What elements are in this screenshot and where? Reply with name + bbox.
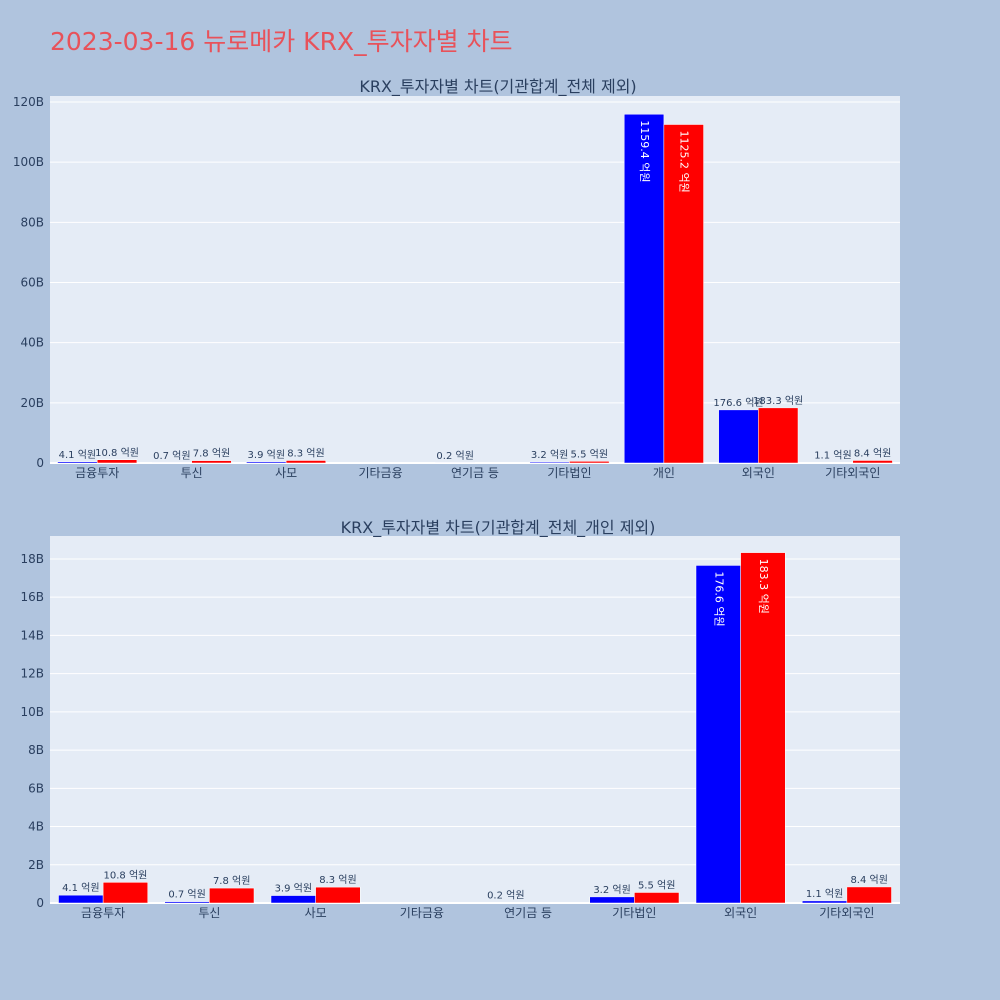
data-label: 4.1 억원 <box>62 882 99 894</box>
data-label: 10.8 억원 <box>104 869 148 881</box>
data-label: 0.7 억원 <box>153 450 190 462</box>
data-label: 8.4 억원 <box>850 874 887 886</box>
y-tick-label: 100B <box>13 155 44 169</box>
x-tick-label: 기타외국인 <box>825 466 880 480</box>
y-tick-label: 6B <box>28 781 44 795</box>
data-label: 0.2 억원 <box>436 450 473 462</box>
x-tick-label: 기타법인 <box>612 906 656 920</box>
y-tick-label: 0 <box>36 896 44 910</box>
x-tick-label: 기타금융 <box>400 906 444 920</box>
x-tick-label: 기타금융 <box>358 466 402 480</box>
bar <box>663 124 704 464</box>
data-label: 183.3 억원 <box>757 559 770 614</box>
data-label: 1.1 억원 <box>814 450 851 462</box>
y-tick-label: 2B <box>28 858 44 872</box>
y-tick-label: 80B <box>20 215 44 229</box>
page-title: 2023-03-16 뉴로메카 KRX_투자자별 차트 <box>50 27 513 56</box>
data-label: 176.6 억원 <box>712 571 725 626</box>
bar <box>246 461 287 464</box>
data-label: 176.6 억원 <box>713 397 763 409</box>
data-label: 1159.4 억원 <box>638 120 651 182</box>
bar <box>164 901 210 904</box>
data-label: 183.3 억원 <box>753 395 803 407</box>
bar <box>846 886 892 904</box>
data-label: 1.1 억원 <box>806 888 843 900</box>
x-tick-label: 외국인 <box>742 466 775 480</box>
bar <box>589 896 635 904</box>
data-label: 8.3 억원 <box>319 874 356 886</box>
y-tick-label: 14B <box>20 628 44 642</box>
y-tick-label: 40B <box>20 336 44 350</box>
x-tick-label: 투신 <box>198 906 220 920</box>
chart-bottom: KRX_투자자별 차트(기관합계_전체_개인 제외) 0 2B 4B 6B 8B 10B 12… <box>20 518 900 920</box>
data-label: 3.9 억원 <box>275 883 312 895</box>
y-tick-label: 0 <box>36 456 44 470</box>
data-label: 5.5 억원 <box>571 448 608 460</box>
chart-top: KRX_투자자별 차트(기관합계_전체 제외) 0 20B 40B 60B 80B 100B… <box>13 77 900 480</box>
data-label: 3.2 억원 <box>531 449 568 461</box>
x-tick-label: 사모 <box>305 906 327 920</box>
x-tick-label: 개인 <box>653 466 675 480</box>
bar <box>191 460 232 464</box>
chart-title: KRX_투자자별 차트(기관합계_전체 제외) <box>359 77 636 97</box>
data-label: 0.2 억원 <box>487 890 524 902</box>
bar <box>96 459 138 464</box>
data-label: 10.8 억원 <box>95 447 139 459</box>
chart-title: KRX_투자자별 차트(기관합계_전체_개인 제외) <box>341 518 656 538</box>
bar <box>58 894 104 904</box>
bar <box>270 895 316 904</box>
x-tick-label: 외국인 <box>724 906 757 920</box>
y-tick-label: 18B <box>20 552 44 566</box>
y-tick-label: 120B <box>13 95 44 109</box>
x-tick-label: 사모 <box>275 466 297 480</box>
data-label: 1125.2 억원 <box>678 131 691 193</box>
bar <box>623 113 665 464</box>
bar <box>315 886 361 904</box>
bar <box>529 461 570 464</box>
y-tick-label: 4B <box>28 820 44 834</box>
bar <box>740 552 786 904</box>
bar <box>758 407 799 464</box>
data-label: 0.7 억원 <box>168 889 205 901</box>
data-label: 3.9 억원 <box>248 449 285 461</box>
bar <box>57 461 98 464</box>
x-tick-label: 기타법인 <box>547 466 591 480</box>
x-tick-label: 연기금 등 <box>504 906 552 920</box>
y-tick-label: 10B <box>20 705 44 719</box>
x-tick-label: 금융투자 <box>75 466 119 480</box>
data-label: 4.1 억원 <box>59 449 96 461</box>
data-label: 8.4 억원 <box>854 447 891 459</box>
x-tick-label: 투신 <box>181 466 203 480</box>
bar <box>285 460 327 464</box>
data-label: 8.3 억원 <box>287 448 324 460</box>
x-tick-label: 기타외국인 <box>819 906 874 920</box>
y-tick-label: 12B <box>20 667 44 681</box>
y-tick-label: 16B <box>20 590 44 604</box>
bar <box>718 409 759 464</box>
y-tick-label: 8B <box>28 743 44 757</box>
x-tick-label: 연기금 등 <box>451 466 499 480</box>
plot-area <box>50 96 900 463</box>
y-tick-label: 20B <box>20 396 44 410</box>
data-label: 5.5 억원 <box>638 879 675 891</box>
bar <box>569 461 610 464</box>
y-tick-label: 60B <box>20 276 44 290</box>
bar <box>802 900 848 904</box>
data-label: 7.8 억원 <box>193 448 230 460</box>
bar <box>209 887 255 904</box>
bar <box>634 892 680 904</box>
bar <box>102 882 148 904</box>
bar <box>695 565 741 904</box>
bar <box>852 460 893 464</box>
data-label: 7.8 억원 <box>213 875 250 887</box>
x-tick-label: 금융투자 <box>81 906 125 920</box>
data-label: 3.2 억원 <box>593 884 630 896</box>
